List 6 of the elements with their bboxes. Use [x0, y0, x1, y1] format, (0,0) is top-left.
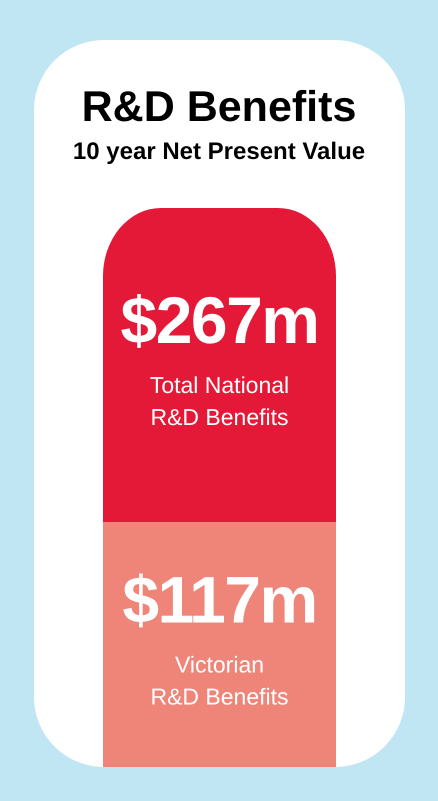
total-label: $267m — [120, 283, 319, 358]
chart-title: R&D Benefits — [82, 83, 356, 131]
data-label: $117m — [122, 562, 317, 637]
chart-subtitle: 10 year Net Present Value — [72, 138, 366, 165]
series-label: Victorian R&D Benefits — [150, 652, 289, 710]
series-label: Total National R&D Benefits — [150, 372, 290, 430]
